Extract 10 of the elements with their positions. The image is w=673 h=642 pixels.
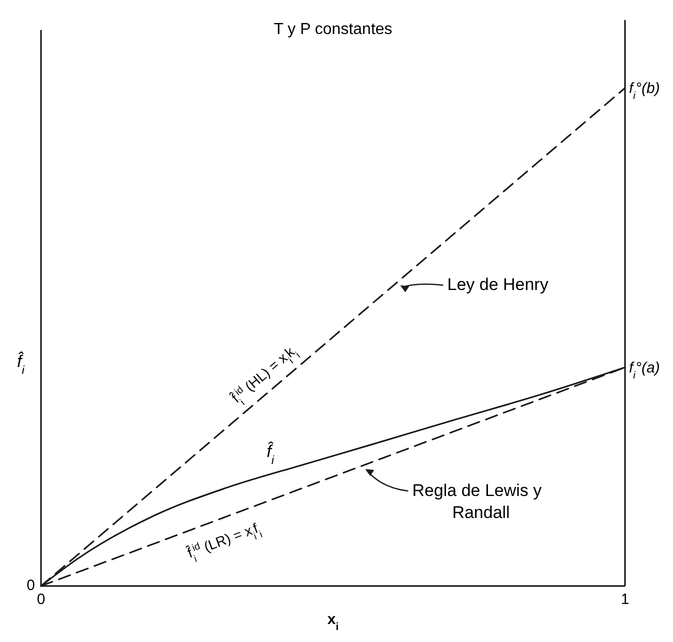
chart-title: T y P constantes: [274, 21, 392, 38]
annotation: f$_{i}$°(b): [629, 80, 660, 102]
x-tick-label: 1: [620, 591, 630, 608]
y-axis-title: f̂$_{i}$: [17, 351, 25, 377]
text: 0: [26, 577, 35, 594]
annotation: f$_{i}$°(a): [629, 359, 660, 382]
annotation: Regla de Lewis y Randall: [412, 480, 542, 522]
annotation: f̂$_{i}$: [266, 441, 274, 467]
x-axis-title: x$_{i}$: [327, 611, 339, 633]
annotation: Ley de Henry: [447, 275, 549, 294]
